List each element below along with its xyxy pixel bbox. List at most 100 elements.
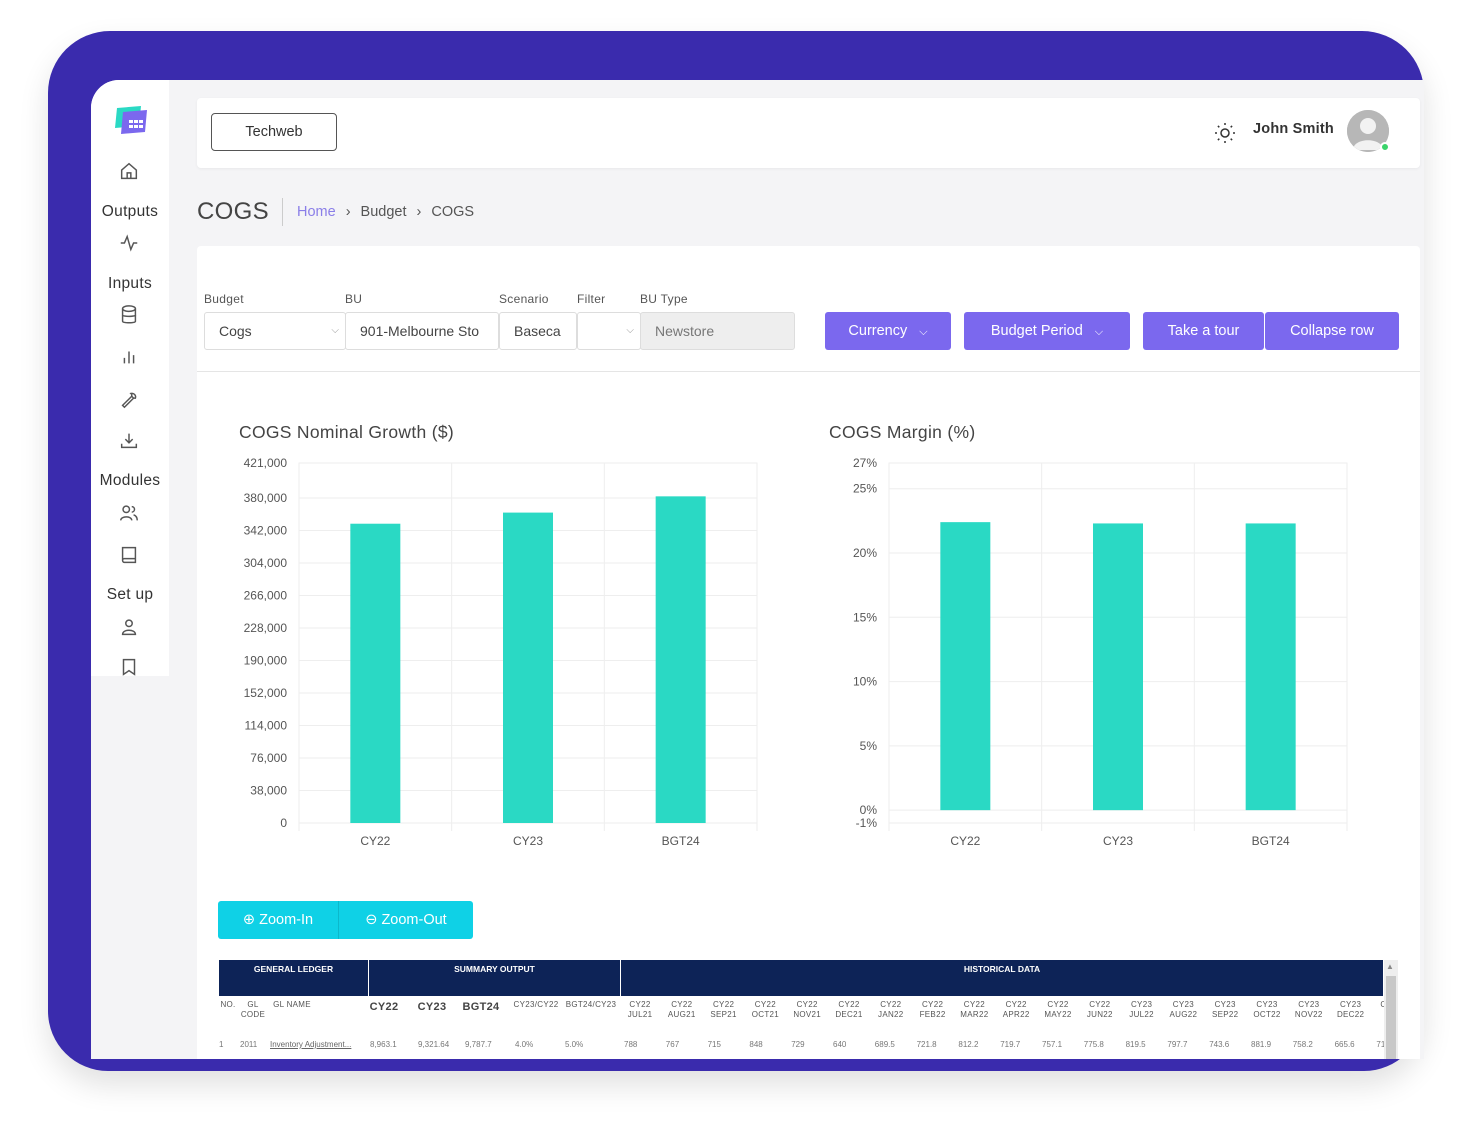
breadcrumb-home-link[interactable]: Home — [297, 204, 336, 220]
column-header-history[interactable]: CY23 AUG22 — [1169, 1000, 1198, 1019]
column-header-cy22[interactable]: CY22 — [369, 1001, 399, 1013]
page-title: COGS — [197, 198, 269, 225]
users-icon[interactable] — [118, 502, 140, 524]
currency-button[interactable]: Currency ⌵ — [825, 312, 951, 350]
download-icon[interactable] — [118, 430, 140, 452]
breadcrumb-current: COGS — [431, 204, 475, 220]
column-header-gl-name[interactable]: GL NAME — [273, 1000, 311, 1009]
bookmark-icon[interactable] — [118, 656, 140, 678]
column-header-history[interactable]: CY22 SEP21 — [710, 1000, 737, 1019]
column-header-history[interactable]: CY22 MAY22 — [1044, 1000, 1072, 1019]
column-header-history[interactable]: CY22 MAR22 — [960, 1000, 989, 1019]
online-status-indicator — [1380, 142, 1390, 152]
column-header-cy23[interactable]: CY23 — [417, 1001, 447, 1013]
column-header-history[interactable]: CY23 SEP22 — [1211, 1000, 1239, 1019]
column-header-history[interactable]: CY22 JAN22 — [878, 1000, 904, 1019]
scenario-select[interactable]: Baseca — [499, 312, 577, 350]
home-icon[interactable] — [118, 160, 140, 182]
take-tour-button[interactable]: Take a tour — [1143, 312, 1264, 350]
y-tick-label: -1% — [856, 816, 878, 830]
scroll-up-arrow-icon[interactable]: ▲ — [1386, 962, 1394, 971]
row-gl-name-link[interactable]: Inventory Adjustment... — [270, 1040, 352, 1049]
x-tick-label: CY22 — [360, 834, 390, 848]
column-header-history[interactable]: CY23 DEC22 — [1336, 1000, 1365, 1019]
book-icon[interactable] — [118, 544, 140, 566]
bu-type-value: Newstore — [655, 323, 715, 339]
sun-icon[interactable] — [1213, 121, 1237, 145]
zoom-in-button[interactable]: ⊕ Zoom-In — [218, 901, 339, 939]
group-header-summary-output: SUMMARY OUTPUT — [369, 960, 620, 996]
column-header-cy23-cy22[interactable]: CY23/CY22 — [513, 1000, 559, 1009]
y-tick-label: 380,000 — [244, 491, 288, 505]
wrench-icon[interactable] — [118, 388, 140, 410]
column-header-history[interactable]: CY22 AUG21 — [667, 1000, 696, 1019]
bar — [1093, 523, 1143, 811]
top-bar: Techweb John Smith — [197, 98, 1420, 168]
budget-select[interactable]: Cogs ⌵ — [204, 312, 346, 350]
y-tick-label: 15% — [853, 610, 877, 624]
column-header-history[interactable]: CY22 FEB22 — [919, 1000, 946, 1019]
breadcrumb-budget-link[interactable]: Budget — [360, 204, 407, 220]
budget-period-button[interactable]: Budget Period ⌵ — [964, 312, 1130, 350]
zoom-controls: ⊕ Zoom-In ⊖ Zoom-Out — [218, 901, 473, 939]
column-header-history[interactable]: CY23 NOV22 — [1294, 1000, 1323, 1019]
column-header-bgt24-cy23[interactable]: BGT24/CY23 — [565, 1000, 617, 1009]
column-header-history[interactable]: CY22 NOV21 — [793, 1000, 822, 1019]
column-header-bgt24[interactable]: BGT24 — [462, 1001, 500, 1013]
row-history-value: 758.2 — [1292, 1040, 1313, 1049]
y-tick-label: 20% — [853, 546, 877, 560]
bu-value: 901-Melbourne Sto — [360, 323, 480, 339]
budget-period-label: Budget Period — [990, 323, 1083, 339]
x-tick-label: CY23 — [513, 834, 543, 848]
row-history-value: 767 — [665, 1040, 680, 1049]
app-logo[interactable] — [113, 104, 149, 136]
bar — [503, 512, 553, 823]
user-name: John Smith — [1253, 121, 1334, 137]
chevron-down-icon: ⌵ — [919, 326, 928, 338]
bu-select[interactable]: 901-Melbourne Sto — [345, 312, 499, 350]
bar-chart-icon[interactable] — [118, 346, 140, 368]
activity-icon[interactable] — [118, 232, 140, 254]
row-history-value: 812.2 — [958, 1040, 979, 1049]
currency-label: Currency — [848, 323, 908, 339]
chevron-down-icon: ⌵ — [331, 325, 339, 336]
column-header-gl-code[interactable]: GL CODE — [240, 1000, 266, 1019]
scrollbar-thumb[interactable] — [1386, 976, 1396, 1059]
row-history-value: 775.8 — [1083, 1040, 1104, 1049]
row-history-value: 715 — [707, 1040, 721, 1049]
row-history-value: 719.7 — [1000, 1040, 1021, 1049]
group-header-historical-data: HISTORICAL DATA — [621, 960, 1383, 996]
column-header-history[interactable]: CY23 OCT22 — [1253, 1000, 1281, 1019]
collapse-row-button[interactable]: Collapse row — [1265, 312, 1399, 350]
bu-label: BU — [345, 292, 363, 306]
row-history-value: 640 — [833, 1040, 847, 1049]
column-header-history[interactable]: CY22 JUN22 — [1086, 1000, 1113, 1019]
row-cy23-cy22-value: 4.0% — [515, 1040, 534, 1049]
app-screen: Outputs Inputs Modules Set up — [91, 80, 1424, 1059]
avatar[interactable] — [1347, 110, 1389, 152]
company-selector-button[interactable]: Techweb — [211, 113, 337, 151]
x-tick-label: CY23 — [1103, 834, 1133, 848]
column-header-no[interactable]: NO. — [220, 1000, 236, 1009]
column-header-history[interactable]: CY23 JUL22 — [1129, 1000, 1154, 1019]
y-tick-label: 76,000 — [250, 751, 287, 765]
x-tick-label: CY22 — [950, 834, 980, 848]
zoom-out-button[interactable]: ⊖ Zoom-Out — [339, 901, 473, 939]
user-icon[interactable] — [118, 616, 140, 638]
y-tick-label: 10% — [853, 675, 877, 689]
column-header-history[interactable]: CY22 OCT21 — [751, 1000, 780, 1019]
column-header-history[interactable]: CY22 DEC21 — [835, 1000, 863, 1019]
column-header-history[interactable]: CY22 APR22 — [1002, 1000, 1030, 1019]
row-history-value: 743.6 — [1209, 1040, 1230, 1049]
cogs-margin-chart: 27% 25% 20% 15% 10% 5% 0%-1% CY22 CY23 BGT24 — [853, 456, 1348, 848]
database-icon[interactable] — [118, 304, 140, 326]
filter-select[interactable]: ⌵ — [577, 312, 641, 350]
sidebar-section-inputs: Inputs — [107, 275, 153, 292]
budget-value: Cogs — [219, 323, 252, 339]
row-history-value: 819.5 — [1125, 1040, 1146, 1049]
y-tick-label: 0 — [280, 816, 287, 830]
column-header-history[interactable]: CY22 JUL21 — [627, 1000, 653, 1019]
bar — [1245, 523, 1296, 811]
breadcrumb: Home › Budget › COGS — [297, 204, 474, 220]
chart-title-margin: COGS Margin (%) — [829, 422, 976, 442]
